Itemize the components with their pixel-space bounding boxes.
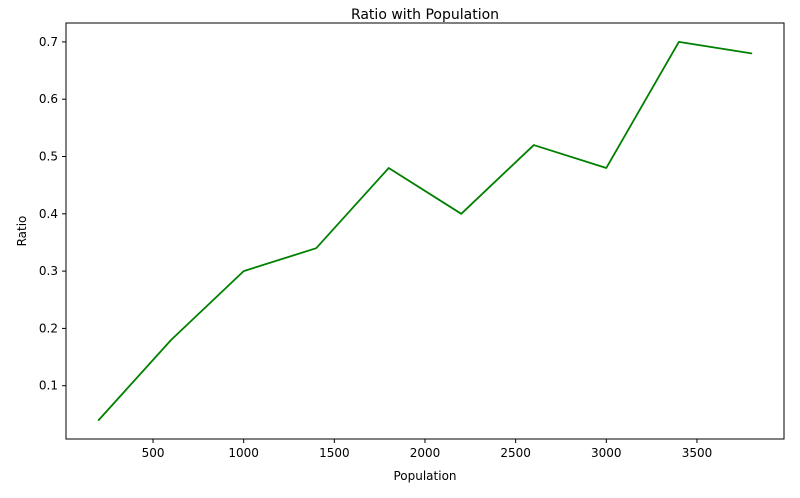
series-line	[97, 41, 753, 421]
x-tick-label: 1500	[319, 446, 350, 460]
chart-title: Ratio with Population	[351, 7, 499, 23]
x-axis-label: Population	[393, 469, 456, 483]
x-axis: 500 1000 1500 2000 2500 3000 3500	[142, 439, 713, 460]
series-layer	[97, 41, 753, 421]
x-tick-label: 3500	[682, 446, 713, 460]
y-tick-label: 0.3	[39, 264, 58, 278]
y-tick-label: 0.4	[39, 207, 58, 221]
x-tick-label: 2500	[500, 446, 531, 460]
x-tick-label: 1000	[228, 446, 259, 460]
x-tick-label: 2000	[410, 446, 441, 460]
y-axis: 0.1 0.2 0.3 0.4 0.5 0.6 0.7	[39, 35, 66, 393]
y-tick-label: 0.6	[39, 92, 58, 106]
x-tick-label: 3000	[591, 446, 622, 460]
plot-frame	[65, 22, 785, 440]
y-tick-label: 0.2	[39, 321, 58, 335]
y-tick-label: 0.7	[39, 35, 58, 49]
y-tick-label: 0.5	[39, 150, 58, 164]
y-tick-label: 0.1	[39, 379, 58, 393]
y-axis-label: Ratio	[15, 216, 29, 247]
x-tick-label: 500	[142, 446, 165, 460]
